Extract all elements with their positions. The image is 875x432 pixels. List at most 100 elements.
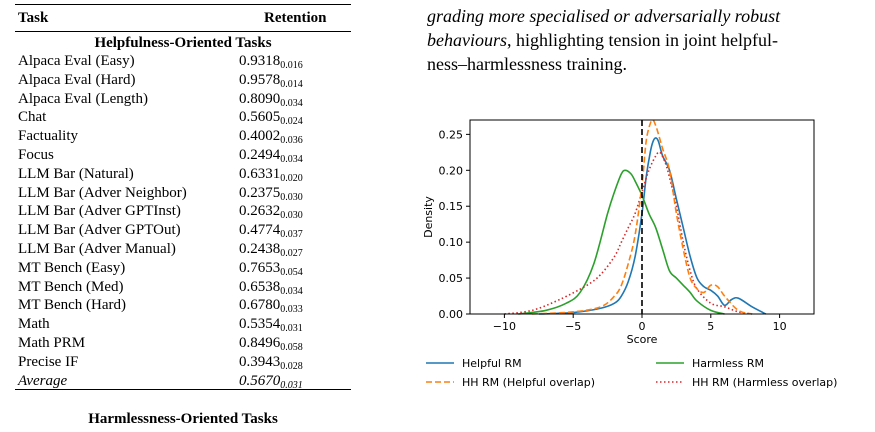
header-task: Task	[18, 10, 49, 26]
retention-mean: 0.9578	[239, 71, 281, 88]
retention-mean: 0.2438	[239, 241, 281, 257]
y-tick-label: 0.05	[439, 272, 464, 285]
task-name: LLM Bar (Natural)	[18, 165, 134, 182]
task-name: Math	[18, 316, 50, 333]
retention-std: 0.031	[280, 379, 303, 391]
retention-std: 0.016	[280, 60, 303, 71]
y-axis-label: Density	[422, 196, 435, 238]
retention-std: 0.014	[280, 78, 303, 90]
retention-mean: 0.9318	[239, 53, 281, 69]
retention-value: 0.23750.030	[239, 184, 303, 203]
retention-mean: 0.5605	[239, 109, 281, 126]
retention-value: 0.24940.034	[239, 146, 303, 165]
table-row: Math 0.53540.031	[18, 315, 351, 335]
y-tick-label: 0.20	[439, 164, 464, 177]
retention-mean: 0.6538	[239, 278, 281, 295]
retention-mean: 0.2632	[239, 203, 281, 220]
table-row: Precise IF 0.39430.028	[18, 353, 351, 372]
retention-std: 0.033	[280, 304, 303, 316]
retention-std: 0.028	[280, 360, 303, 372]
paragraph-text-span: , highlighting tension in joint helpful-	[507, 30, 778, 50]
x-tick-label: −5	[565, 320, 581, 333]
retention-std: 0.058	[280, 342, 303, 353]
retention-std: 0.027	[280, 248, 303, 259]
retention-std: 0.034	[280, 154, 303, 165]
retention-mean: 0.5354	[239, 316, 281, 333]
retention-value: 0.84960.058	[239, 334, 303, 353]
table-row: LLM Bar (Adver Neighbor) 0.23750.030	[18, 184, 351, 203]
average-rule	[15, 389, 351, 391]
retention-mean: 0.7653	[239, 259, 281, 276]
task-name: LLM Bar (Adver Manual)	[18, 241, 176, 257]
table-row: MT Bench (Hard) 0.67800.033	[18, 296, 351, 316]
y-tick-label: 0.10	[439, 236, 464, 249]
y-tick-label: 0.25	[439, 128, 464, 141]
task-name: MT Bench (Hard)	[18, 297, 127, 314]
retention-value: 0.56050.024	[239, 108, 303, 127]
table-row: Factuality 0.40020.036	[18, 127, 351, 147]
section-helpfulness: Helpfulness-Oriented Tasks	[94, 35, 272, 51]
table-row: Alpaca Eval (Easy) 0.93180.016	[18, 52, 351, 71]
table-row: Math PRM 0.84960.058	[18, 334, 351, 353]
y-tick-label: 0.00	[439, 308, 464, 321]
legend-label: HH RM (Helpful overlap)	[462, 376, 595, 389]
series-line	[504, 151, 753, 315]
table-row: LLM Bar (Adver GPTOut) 0.47740.037	[18, 221, 351, 240]
table-row: MT Bench (Med) 0.65380.034	[18, 278, 351, 297]
task-name: Math PRM	[18, 335, 86, 351]
retention-mean: 0.6331	[239, 165, 281, 182]
table-row: LLM Bar (Adver GPTInst) 0.26320.030	[18, 202, 351, 222]
task-name: Factuality	[18, 128, 78, 145]
y-tick-label: 0.15	[439, 200, 464, 213]
table-row: MT Bench (Easy) 0.76530.054	[18, 259, 351, 278]
x-axis-label: Score	[627, 333, 658, 346]
task-name: Precise IF	[18, 353, 79, 370]
retention-std: 0.031	[280, 323, 303, 335]
retention-std: 0.030	[280, 210, 303, 222]
retention-value: 0.40020.036	[239, 127, 303, 147]
retention-value: 0.95780.014	[239, 71, 303, 90]
retention-mean: 0.2375	[239, 184, 281, 201]
top-rule	[15, 4, 351, 6]
task-name: MT Bench (Med)	[18, 278, 124, 295]
x-tick-label: 10	[773, 320, 787, 333]
body-paragraph: grading more specialised or adversariall…	[427, 4, 857, 76]
retention-std: 0.034	[280, 97, 303, 109]
retention-value: 0.24380.027	[239, 240, 303, 259]
retention-value: 0.93180.016	[239, 52, 303, 71]
retention-value: 0.26320.030	[239, 202, 303, 222]
x-tick-label: 0	[639, 320, 646, 333]
paragraph-line-1: grading more specialised or adversariall…	[427, 6, 781, 26]
paragraph-italic-span: behaviours	[427, 30, 507, 50]
retention-std: 0.030	[280, 191, 303, 203]
series-line	[538, 137, 767, 315]
average-row: Average 0.56700.031	[18, 372, 351, 391]
retention-mean: 0.2494	[239, 147, 281, 163]
table-row: LLM Bar (Adver Manual) 0.24380.027	[18, 240, 351, 259]
table-row: Focus 0.24940.034	[18, 146, 351, 165]
retention-mean: 0.3943	[239, 353, 281, 370]
x-tick-label: 5	[707, 320, 714, 333]
task-name: Chat	[18, 109, 47, 126]
task-name: Alpaca Eval (Easy)	[18, 53, 135, 69]
section-harmlessness: Harmlessness-Oriented Tasks	[88, 411, 278, 427]
retention-value: 0.76530.054	[239, 259, 303, 278]
task-name: LLM Bar (Adver GPTInst)	[18, 203, 181, 220]
retention-std: 0.036	[280, 135, 303, 147]
retention-value: 0.63310.020	[239, 165, 303, 184]
retention-mean: 0.8496	[239, 335, 281, 351]
retention-value: 0.53540.031	[239, 315, 303, 335]
series-line	[531, 119, 753, 315]
retention-value: 0.67800.033	[239, 296, 303, 316]
retention-std: 0.020	[280, 172, 303, 184]
density-chart: −10 −5 0 5 10 0.00 0.05 0.10 0.15 0.20 0.25 Score De…	[422, 119, 837, 389]
legend-label: Helpful RM	[462, 357, 522, 370]
retention-std: 0.054	[280, 266, 303, 278]
retention-mean: 0.8090	[239, 90, 281, 107]
header-rule	[15, 31, 351, 32]
task-name: LLM Bar (Adver Neighbor)	[18, 184, 187, 201]
retention-value: 0.47740.037	[239, 221, 303, 240]
retention-mean: 0.6780	[239, 297, 281, 314]
task-name: Alpaca Eval (Hard)	[18, 71, 136, 88]
retention-mean: 0.4002	[239, 128, 281, 145]
